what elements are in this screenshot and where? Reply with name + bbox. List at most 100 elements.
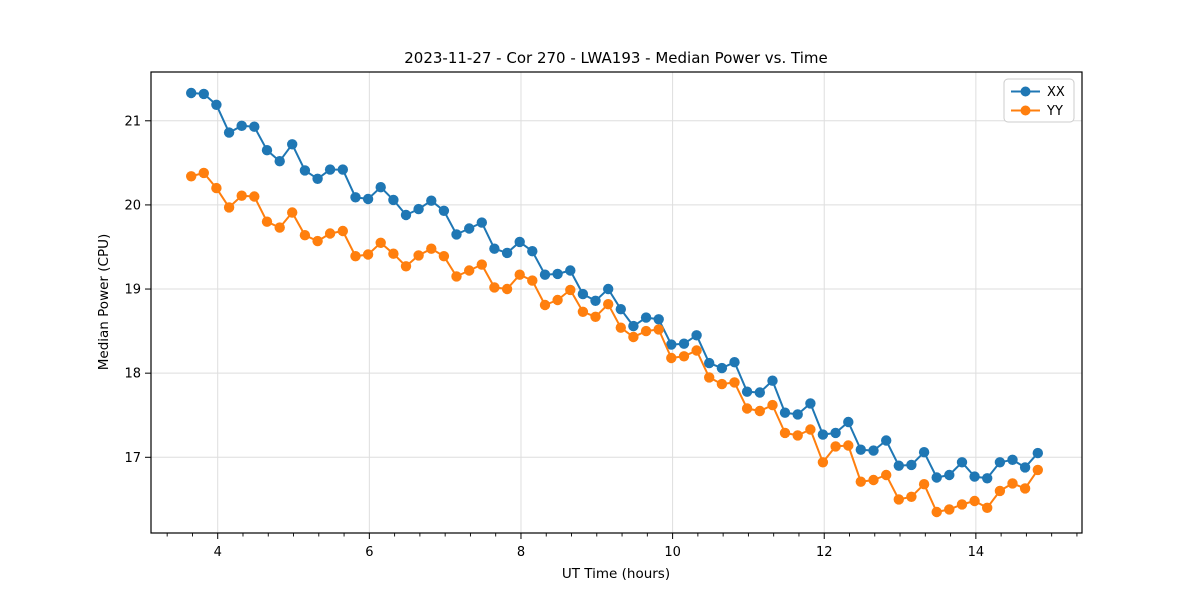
data-point-xx xyxy=(691,330,702,341)
data-point-xx xyxy=(324,164,336,175)
y-tick-label: 19 xyxy=(124,283,141,298)
data-point-yy xyxy=(476,259,487,270)
data-point-xx xyxy=(1019,462,1031,473)
data-point-yy xyxy=(666,352,677,364)
data-point-yy xyxy=(287,207,298,218)
data-point-yy xyxy=(754,405,765,417)
data-point-xx xyxy=(843,416,854,428)
data-point-yy xyxy=(337,225,348,237)
data-point-yy xyxy=(552,294,563,306)
series xyxy=(186,87,1044,518)
data-point-xx xyxy=(400,209,412,221)
data-point-yy xyxy=(413,250,424,261)
data-point-xx xyxy=(312,173,323,184)
data-point-yy xyxy=(779,427,791,439)
data-point-yy xyxy=(186,171,197,182)
data-point-xx xyxy=(539,269,551,280)
data-point-xx xyxy=(438,205,450,216)
data-point-yy xyxy=(994,485,1006,497)
x-tick-label: 4 xyxy=(214,545,222,560)
data-point-yy xyxy=(868,474,879,486)
data-point-xx xyxy=(590,295,601,306)
data-point-yy xyxy=(1007,478,1018,489)
x-tick-label: 14 xyxy=(968,545,985,560)
data-point-yy xyxy=(893,494,904,505)
data-point-xx xyxy=(274,156,285,167)
data-point-yy xyxy=(805,424,816,435)
data-point-xx xyxy=(741,386,753,397)
data-point-yy xyxy=(565,284,576,296)
data-point-yy xyxy=(855,476,866,487)
data-point-xx xyxy=(855,444,866,455)
data-point-xx xyxy=(426,195,437,206)
data-point-xx xyxy=(944,469,955,481)
data-point-xx xyxy=(464,223,475,234)
data-point-yy xyxy=(716,378,728,390)
data-point-xx xyxy=(779,407,791,418)
data-point-xx xyxy=(881,435,892,446)
x-tick-label: 12 xyxy=(816,545,833,560)
data-point-yy xyxy=(514,269,525,280)
legend-marker-sample xyxy=(1020,105,1031,116)
data-point-yy xyxy=(350,251,361,262)
y-tick-label: 17 xyxy=(124,451,141,466)
axes: 4 6 8 10 12 14 17 18 19 20 21 xyxy=(124,71,1083,560)
legend: XX YY xyxy=(1003,78,1075,123)
data-point-yy xyxy=(1019,483,1031,494)
data-point-xx xyxy=(451,229,462,240)
data-point-yy xyxy=(792,430,803,441)
data-point-xx xyxy=(198,88,209,100)
data-point-xx xyxy=(767,375,778,386)
data-point-xx xyxy=(729,357,740,368)
plot-border xyxy=(150,71,1083,534)
data-point-xx xyxy=(603,283,614,295)
data-point-xx xyxy=(527,246,538,257)
x-tick-label: 10 xyxy=(664,545,681,560)
data-point-yy xyxy=(527,275,538,286)
data-point-yy xyxy=(539,299,551,311)
data-point-xx xyxy=(552,268,563,280)
data-point-xx xyxy=(830,427,841,439)
data-point-xx xyxy=(868,445,879,456)
data-point-yy xyxy=(577,306,589,317)
data-point-yy xyxy=(1032,464,1044,476)
data-point-xx xyxy=(223,127,235,138)
data-point-xx xyxy=(577,288,589,300)
chart-title: 2023-11-27 - Cor 270 - LWA193 - Median P… xyxy=(404,49,828,67)
data-point-xx xyxy=(653,314,664,325)
data-point-xx xyxy=(628,320,639,332)
data-point-xx xyxy=(287,139,298,150)
data-point-yy xyxy=(918,479,930,490)
data-point-yy xyxy=(881,469,892,481)
data-point-xx xyxy=(299,165,311,176)
data-point-xx xyxy=(1007,454,1018,465)
data-point-xx xyxy=(817,429,829,440)
x-axis-label: UT Time (hours) xyxy=(562,566,670,582)
data-point-xx xyxy=(476,217,487,228)
data-point-yy xyxy=(400,261,412,272)
data-point-yy xyxy=(956,499,968,510)
data-point-xx xyxy=(931,472,942,483)
y-tick-label: 18 xyxy=(124,367,141,382)
data-point-xx xyxy=(716,362,728,374)
data-point-yy xyxy=(741,403,753,414)
series-line-xx xyxy=(190,92,1039,480)
data-point-xx xyxy=(501,247,513,259)
data-point-yy xyxy=(438,251,450,262)
legend-label-yy: YY xyxy=(1046,104,1063,119)
data-point-xx xyxy=(388,194,399,206)
data-point-yy xyxy=(678,351,690,362)
data-point-xx xyxy=(956,457,968,468)
data-point-yy xyxy=(211,182,222,194)
data-point-yy xyxy=(843,440,854,451)
data-point-yy xyxy=(261,216,273,227)
data-point-xx xyxy=(375,182,386,193)
data-point-yy xyxy=(628,331,639,343)
data-point-xx xyxy=(186,87,197,99)
data-point-xx xyxy=(969,471,980,482)
data-point-yy xyxy=(501,283,513,295)
data-point-xx xyxy=(982,473,993,484)
data-point-xx xyxy=(1032,447,1044,459)
